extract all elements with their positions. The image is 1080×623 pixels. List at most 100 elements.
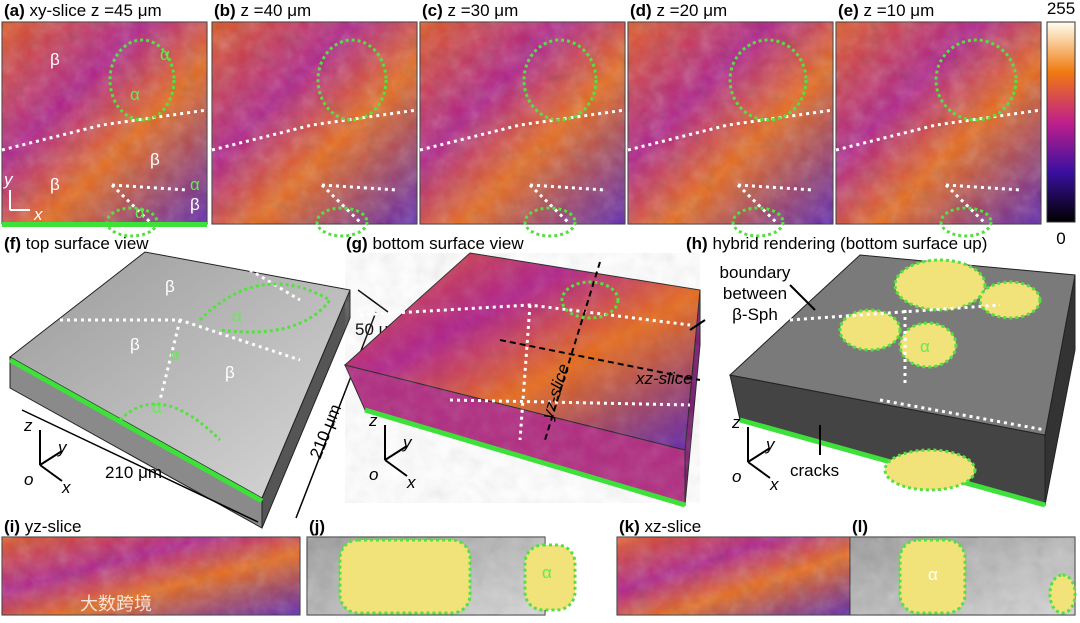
panel-caption: (d) z =20 μm (630, 1, 727, 20)
alpha-grain (893, 258, 987, 312)
panel-label: (g) (346, 234, 368, 253)
slice-line (499, 261, 701, 441)
panel-label: (e) (838, 1, 859, 20)
alpha-region (1048, 573, 1077, 615)
slice-label: xz-slice (635, 369, 693, 388)
panel-label: (i) (4, 517, 20, 536)
panel-label: (c) (422, 1, 443, 20)
caption-text: top surface view (26, 234, 150, 253)
annotation: y (57, 438, 68, 457)
green-edge (2, 222, 207, 227)
annotation: α (190, 175, 200, 194)
panel-label: (l) (852, 517, 868, 536)
annotation: x (61, 478, 71, 497)
alpha-grain (898, 321, 958, 369)
panel-caption: (b) z =40 μm (214, 1, 311, 20)
panel-caption: (k) xz-slice (619, 517, 701, 536)
annotation: β (50, 50, 60, 69)
texture (836, 22, 1041, 224)
panel-label: (f) (4, 234, 21, 253)
annotation: x (769, 475, 779, 494)
alpha-grain (316, 38, 388, 122)
boundary-label: boundary (720, 263, 791, 282)
texture (2, 22, 207, 224)
alpha-region (898, 538, 967, 615)
annotation: α (920, 337, 930, 356)
watermark: 大数跨境 (80, 594, 152, 614)
annotation: z (368, 411, 378, 430)
annotation: o (24, 470, 33, 489)
annotation: α (130, 85, 140, 104)
alpha-grain (978, 280, 1042, 320)
annotation: x (33, 205, 43, 224)
texture (420, 22, 625, 224)
panel-label: (a) (4, 1, 25, 20)
caption-text: z =40 μm (240, 1, 311, 20)
panel-label: (b) (214, 1, 236, 20)
alpha-grain (560, 280, 620, 320)
panel-caption: (h) hybrid rendering (bottom surface up) (686, 234, 987, 253)
caption-text: yz-slice (25, 517, 82, 536)
panel-caption: (l) (852, 517, 868, 536)
boundary-label: between (723, 284, 787, 303)
grain-boundary (359, 303, 691, 441)
panel-label: (k) (619, 517, 640, 536)
annotation: y (765, 435, 776, 454)
panel-caption: (j) (309, 517, 325, 536)
panel-label: (j) (309, 517, 325, 536)
texture (617, 537, 853, 615)
axis-triad (39, 430, 63, 482)
annotation: x (406, 473, 416, 492)
annotation: o (732, 467, 741, 486)
annotation: α (160, 45, 170, 64)
pointer (689, 284, 816, 331)
panel-caption: (f) top surface view (4, 234, 149, 253)
annotation: α (232, 307, 242, 326)
panel-label: (d) (630, 1, 652, 20)
caption-text: xy-slice z =45 μm (30, 1, 162, 20)
annotation: α (135, 203, 145, 222)
green-edge (364, 407, 686, 508)
grain-boundary (528, 183, 606, 226)
dimension-vertical: 210 μm (306, 401, 345, 461)
texture (628, 22, 833, 224)
alpha-grain (523, 206, 577, 238)
caption-text: xz-slice (645, 517, 702, 536)
texture (212, 22, 417, 224)
texture (345, 253, 700, 503)
annotation: β (190, 195, 200, 214)
alpha-grain (108, 38, 176, 122)
annotation: α (928, 565, 938, 584)
panel-caption: (c) z =30 μm (422, 1, 518, 20)
annotation: β (130, 335, 140, 354)
annotation: z (23, 416, 33, 435)
grain-boundary (944, 183, 1022, 226)
alpha-grain (838, 308, 902, 352)
alpha-region (338, 538, 472, 615)
annotation: y (402, 433, 413, 452)
grain-boundary (320, 183, 398, 226)
annotation: α (152, 398, 162, 417)
annotation: y (3, 170, 14, 189)
green-edge (8, 357, 264, 504)
alpha-grain (522, 38, 598, 122)
annotation: z (731, 413, 741, 432)
alpha-grain (118, 282, 333, 442)
annotation: cracks (790, 461, 839, 480)
annotation: α (542, 563, 552, 582)
grain-boundary (789, 303, 1046, 432)
annotation: β (225, 363, 235, 382)
alpha-grain (731, 206, 785, 238)
caption-text: hybrid rendering (bottom surface up) (712, 234, 987, 253)
panel-label: (h) (686, 234, 708, 253)
annotation: 210 μm (105, 463, 162, 482)
alpha-region (523, 543, 577, 612)
alpha-grain (315, 206, 369, 238)
caption-text: z =30 μm (448, 1, 519, 20)
grain-boundary (110, 183, 188, 226)
colorbar-min: 0 (1056, 229, 1065, 248)
panel-caption: (i) yz-slice (4, 517, 81, 536)
annotation: β (150, 150, 160, 169)
annotation: β (50, 175, 60, 194)
